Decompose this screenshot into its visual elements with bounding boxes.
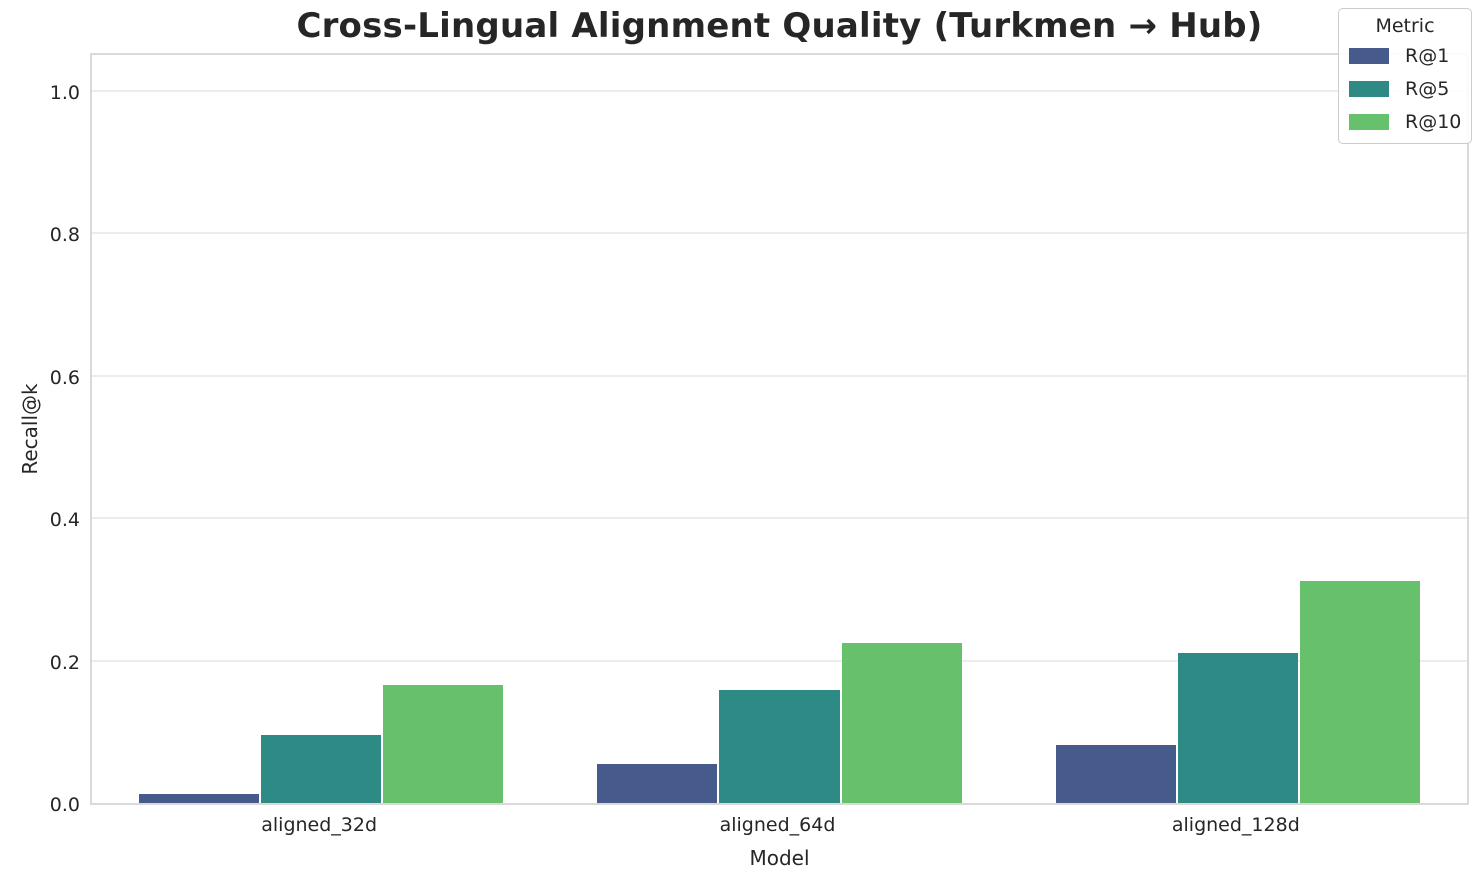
y-axis-ticks: 0.0 0.2 0.4 0.6 0.8 1.0 bbox=[0, 53, 80, 816]
bar-r10-aligned_32d bbox=[383, 684, 504, 803]
y-tick-label: 0.8 bbox=[49, 224, 80, 247]
x-tick-label-aligned_128d: aligned_128d bbox=[1171, 814, 1300, 836]
bar-r5-aligned_64d bbox=[719, 690, 840, 803]
x-axis-label: Model bbox=[749, 846, 810, 870]
legend: Metric R@1 R@5 R@10 bbox=[1338, 8, 1472, 144]
legend-label: R@5 bbox=[1405, 78, 1450, 100]
x-tick-label-aligned_64d: aligned_64d bbox=[719, 814, 836, 836]
y-tick-label: 0.4 bbox=[49, 509, 80, 532]
bar-r5-aligned_32d bbox=[261, 735, 382, 803]
gridline bbox=[92, 374, 1467, 377]
bars-layer bbox=[92, 55, 1467, 803]
legend-title: Metric bbox=[1375, 15, 1435, 37]
bar-r10-aligned_128d bbox=[1299, 580, 1421, 803]
y-tick-label: 1.0 bbox=[49, 81, 80, 104]
bar-r5-aligned_128d bbox=[1177, 652, 1298, 803]
legend-swatch-icon bbox=[1349, 48, 1389, 64]
legend-items: R@1 R@5 R@10 bbox=[1339, 45, 1471, 133]
legend-label: R@1 bbox=[1405, 45, 1450, 67]
gridline bbox=[92, 232, 1467, 235]
bar-r1-aligned_128d bbox=[1055, 744, 1176, 803]
legend-swatch-icon bbox=[1349, 114, 1389, 130]
legend-swatch-icon bbox=[1349, 81, 1389, 97]
legend-item-r5: R@5 bbox=[1349, 78, 1471, 100]
gridline bbox=[92, 89, 1467, 92]
gridline bbox=[92, 517, 1467, 520]
y-axis-label: Recall@k bbox=[18, 383, 42, 475]
y-tick-label: 0.6 bbox=[49, 366, 80, 389]
plot-area bbox=[90, 53, 1469, 805]
y-tick-label: 0.2 bbox=[49, 651, 80, 674]
legend-item-r1: R@1 bbox=[1349, 45, 1471, 67]
x-tick-label-aligned_32d: aligned_32d bbox=[261, 814, 378, 836]
bar-r1-aligned_64d bbox=[597, 763, 718, 803]
gridline bbox=[92, 659, 1467, 662]
legend-item-r10: R@10 bbox=[1349, 111, 1471, 133]
x-axis-ticks: aligned_32d aligned_64d aligned_128d bbox=[90, 814, 1469, 840]
legend-label: R@10 bbox=[1405, 111, 1462, 133]
chart-title: Cross-Lingual Alignment Quality (Turkmen… bbox=[296, 6, 1263, 46]
bar-r10-aligned_64d bbox=[841, 643, 962, 803]
bar-r1-aligned_32d bbox=[138, 794, 260, 803]
y-tick-label: 0.0 bbox=[49, 794, 80, 816]
